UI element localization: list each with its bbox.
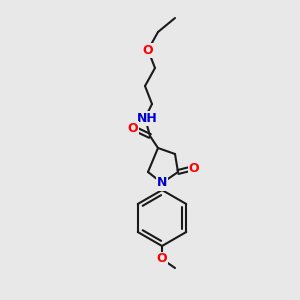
Text: N: N [157,176,167,190]
Text: NH: NH [136,112,158,124]
Text: O: O [143,44,153,56]
Text: O: O [128,122,138,134]
Text: O: O [157,253,167,266]
Text: O: O [189,161,199,175]
